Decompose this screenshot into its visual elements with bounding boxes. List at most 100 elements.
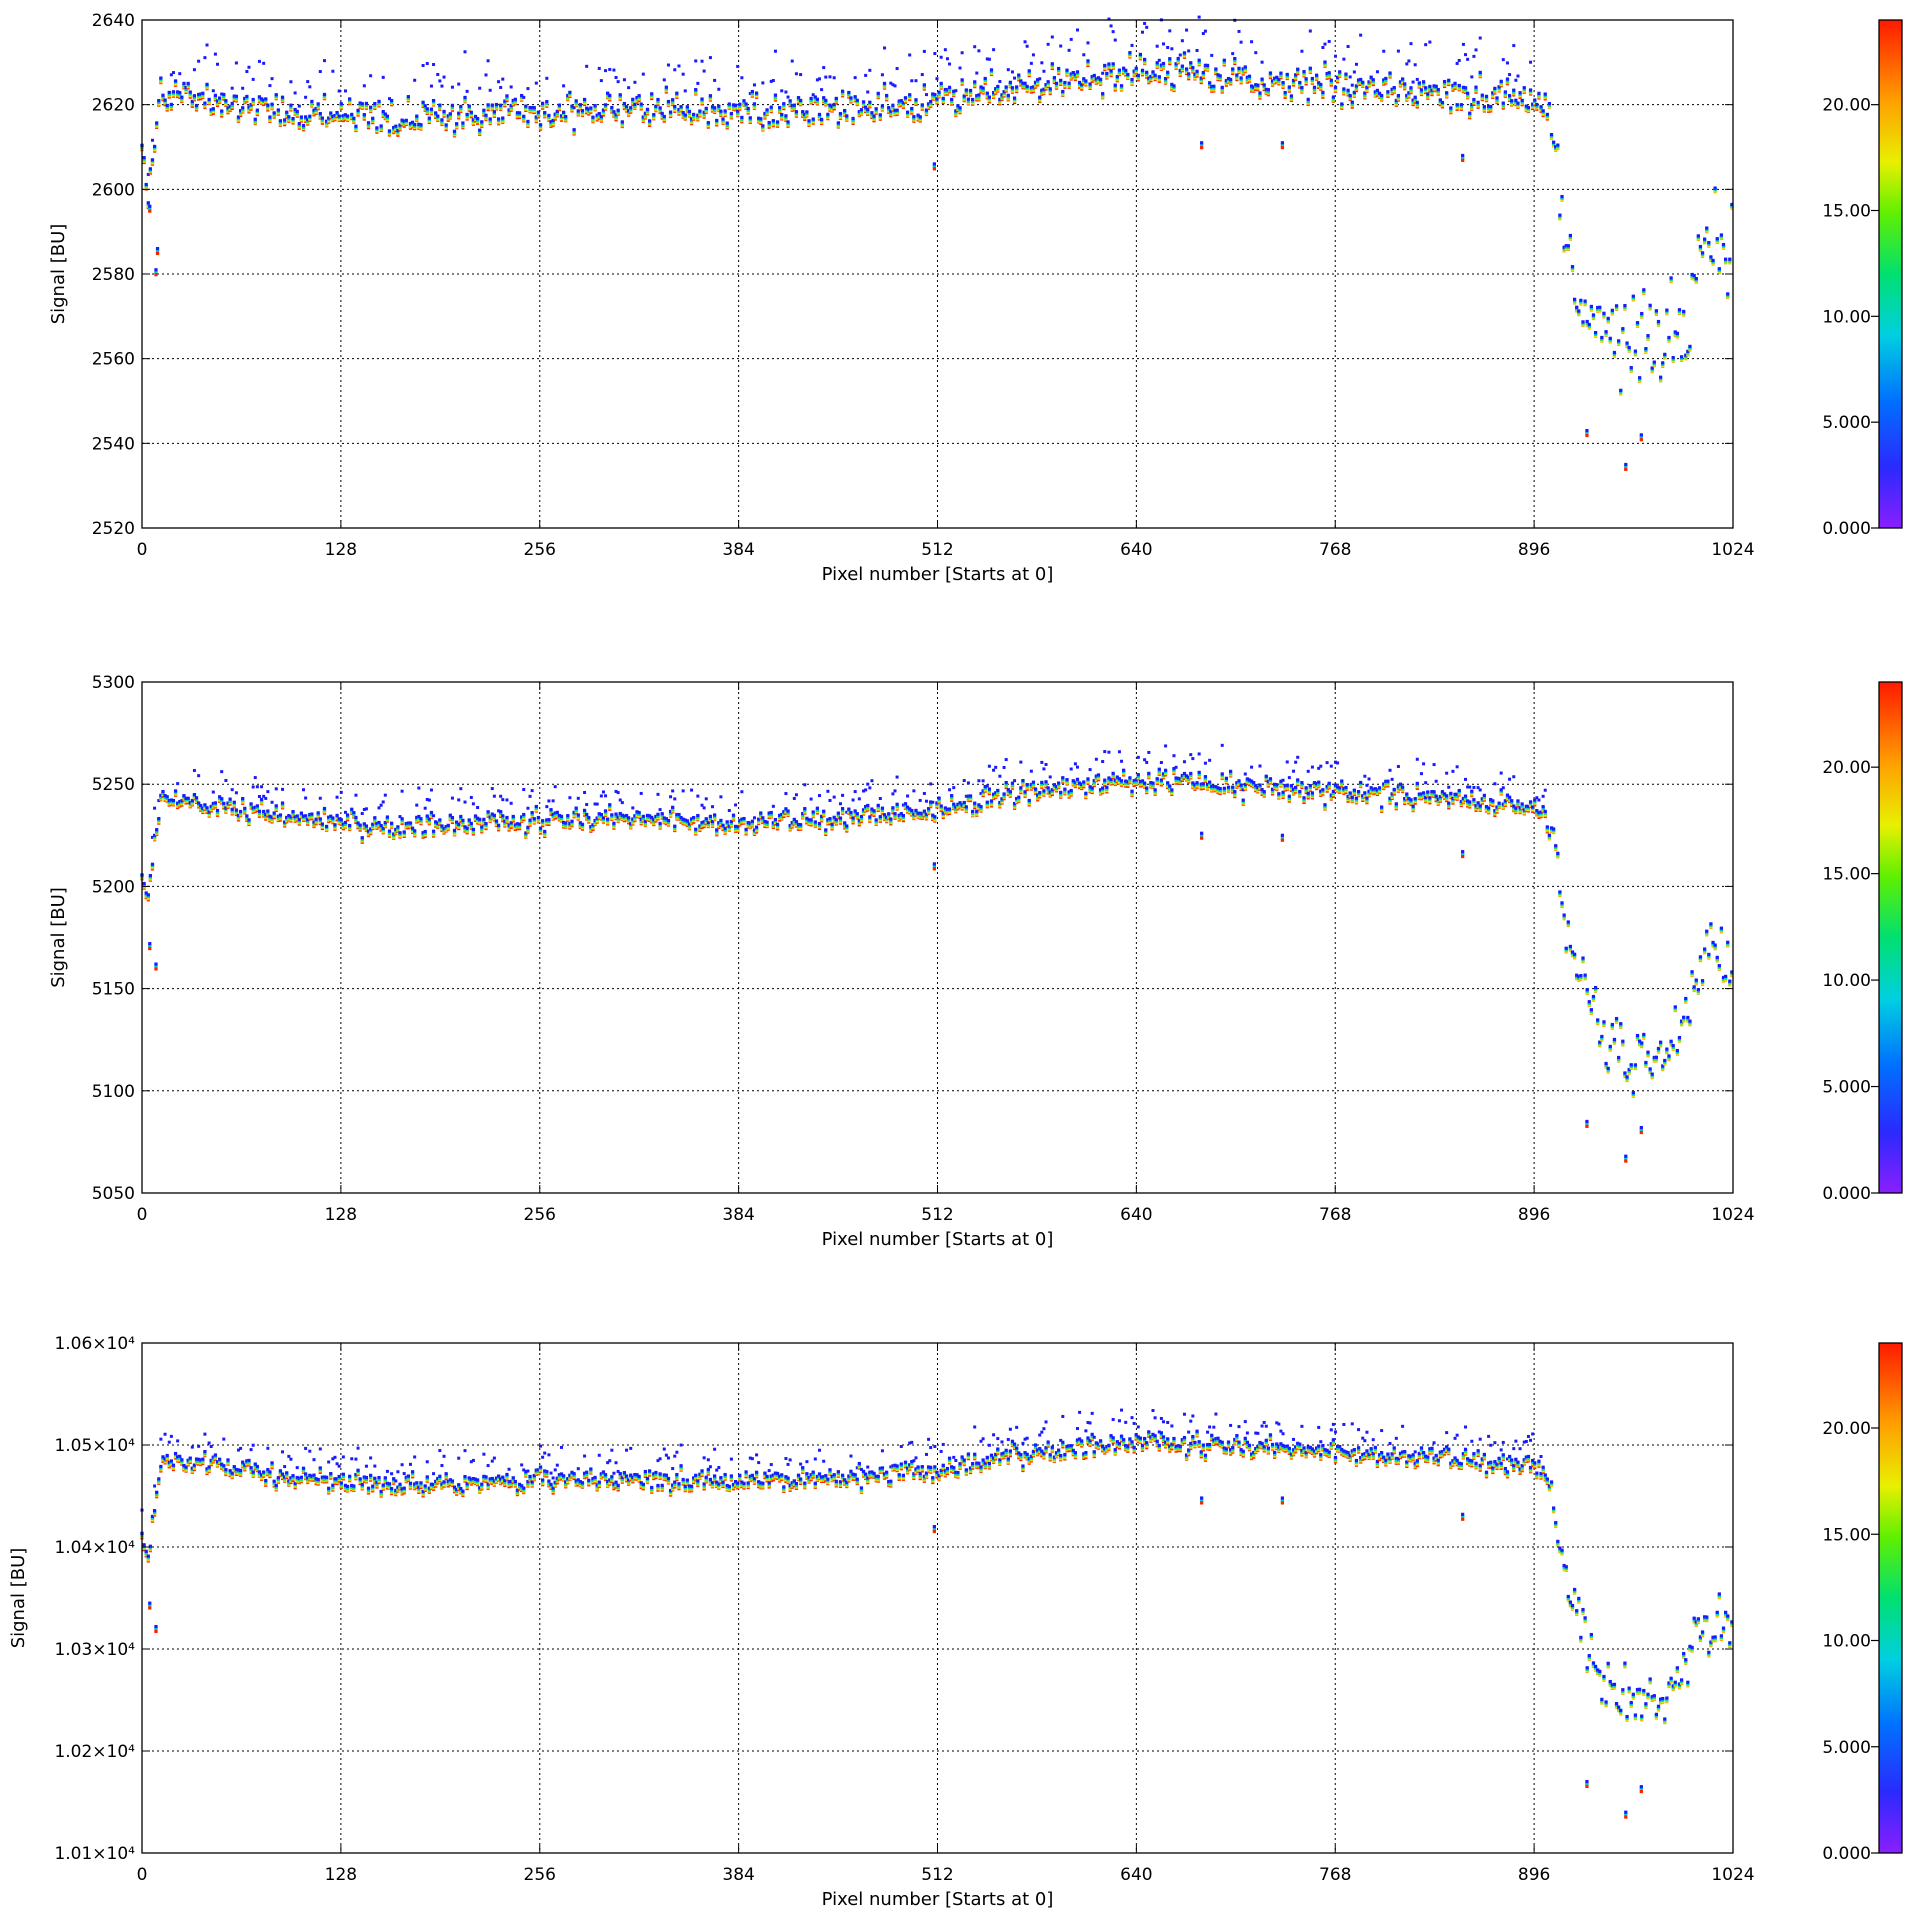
data-point	[767, 120, 771, 125]
data-point	[1321, 90, 1325, 95]
x-tick-label: 0	[137, 540, 148, 560]
data-point	[958, 106, 962, 110]
data-point	[922, 83, 926, 87]
data-point	[161, 93, 165, 97]
data-point	[1105, 71, 1109, 76]
outlier-point	[932, 162, 936, 166]
data-point	[297, 104, 301, 108]
data-point	[1478, 70, 1482, 74]
data-point	[1040, 61, 1044, 65]
data-point	[1178, 53, 1182, 57]
data-point	[1214, 67, 1218, 71]
data-point	[1552, 140, 1556, 144]
data-point	[241, 106, 245, 110]
data-point	[176, 90, 180, 94]
data-point	[1268, 71, 1273, 75]
data-point	[1635, 321, 1640, 325]
data-point	[1046, 42, 1050, 46]
data-point	[1012, 96, 1017, 100]
data-point	[331, 114, 335, 119]
data-point	[1157, 58, 1161, 62]
data-point	[740, 115, 744, 120]
data-point	[1717, 267, 1721, 271]
data-point	[1679, 355, 1684, 359]
data-point	[1539, 105, 1543, 109]
data-point	[306, 80, 310, 84]
data-point	[1155, 44, 1159, 48]
data-point	[950, 97, 954, 102]
data-point	[442, 75, 446, 79]
data-point	[903, 96, 908, 100]
data-point	[157, 99, 161, 103]
colorbar-tick-label: 0.000	[1822, 519, 1871, 539]
outlier-point	[1461, 158, 1465, 162]
data-point	[1352, 70, 1356, 74]
data-point	[1426, 92, 1430, 96]
data-point	[882, 81, 887, 86]
data-point	[866, 90, 870, 94]
data-point	[1008, 80, 1012, 84]
data-point	[597, 66, 601, 70]
data-point	[1642, 288, 1646, 292]
data-point	[339, 102, 343, 106]
data-point	[702, 69, 706, 73]
data-point	[400, 118, 404, 122]
data-point	[981, 86, 985, 90]
data-point	[815, 97, 819, 101]
data-point	[761, 81, 765, 85]
data-point	[773, 93, 778, 97]
x-tick-label: 128	[325, 540, 357, 560]
data-point	[293, 91, 297, 95]
data-point	[197, 59, 201, 63]
data-point	[308, 114, 312, 118]
data-point	[1537, 91, 1541, 95]
data-point	[1239, 76, 1243, 80]
outlier-point	[1624, 467, 1628, 471]
data-point	[582, 97, 587, 102]
data-point	[1315, 73, 1319, 77]
data-point	[484, 113, 488, 117]
data-point	[1661, 361, 1665, 365]
data-point	[1514, 98, 1518, 102]
data-point	[350, 112, 354, 116]
data-point	[694, 88, 698, 92]
data-point	[173, 789, 178, 793]
data-point	[914, 98, 918, 102]
data-point	[547, 113, 551, 118]
data-point	[505, 94, 509, 98]
data-point	[1625, 341, 1629, 345]
data-point	[463, 50, 467, 54]
data-point	[1640, 311, 1644, 316]
data-point	[1457, 83, 1461, 88]
data-point	[333, 113, 337, 118]
data-point	[1327, 71, 1331, 75]
data-point	[1042, 69, 1046, 73]
data-point	[165, 103, 169, 108]
data-point	[270, 102, 274, 106]
data-point	[159, 76, 163, 80]
data-point	[421, 100, 425, 104]
data-point	[883, 46, 887, 50]
data-point	[721, 117, 725, 121]
data-point	[150, 138, 154, 142]
data-point	[1568, 233, 1573, 238]
outlier-point	[1200, 146, 1204, 150]
data-point	[1648, 303, 1652, 307]
data-point	[1526, 105, 1531, 110]
outlier-point	[155, 247, 160, 251]
data-point	[1375, 88, 1380, 93]
data-point	[604, 69, 608, 73]
data-point	[1449, 106, 1453, 110]
data-point	[197, 92, 201, 97]
data-point	[1677, 308, 1682, 312]
data-point	[1570, 265, 1575, 269]
data-point	[173, 79, 178, 83]
data-point	[1025, 84, 1029, 89]
data-point	[658, 106, 662, 110]
data-point	[998, 79, 1002, 83]
data-point	[1405, 62, 1409, 66]
data-point	[169, 73, 173, 77]
data-point	[977, 49, 981, 53]
data-point	[228, 104, 232, 108]
data-point	[826, 112, 830, 116]
